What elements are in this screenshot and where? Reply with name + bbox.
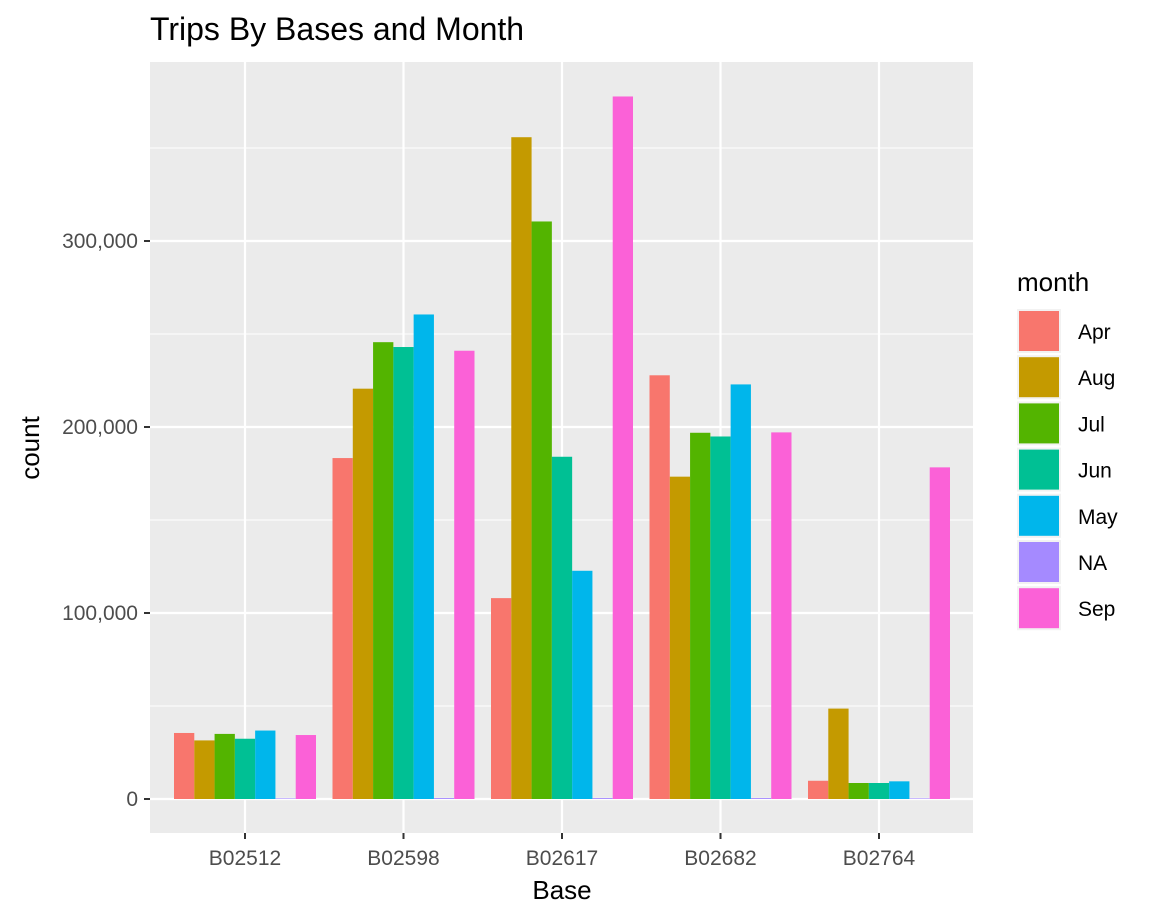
bar-b02598-sep — [454, 350, 475, 799]
bar-b02682-aug — [669, 476, 691, 799]
x-tick-label: B02682 — [684, 847, 756, 870]
legend-swatch-na — [1019, 542, 1059, 582]
legend: month Apr Aug Jul Jun May NA Sep — [1017, 267, 1118, 631]
x-tick-label: B02598 — [367, 847, 439, 870]
legend-label-aug: Aug — [1078, 367, 1115, 390]
bar-b02617-jul — [531, 221, 552, 800]
y-tick-label: 300,000 — [62, 230, 138, 253]
legend-swatch-apr — [1019, 311, 1059, 351]
bar-b02617-may — [572, 570, 593, 799]
bar-b02512-aug — [194, 740, 215, 799]
bar-b02598-may — [413, 314, 434, 799]
legend-label-jun: Jun — [1078, 460, 1112, 483]
bar-b02682-apr — [649, 375, 670, 799]
bar-b02617-aug — [511, 137, 532, 799]
bar-b02764-jun — [868, 783, 890, 799]
legend-swatch-may — [1019, 495, 1059, 536]
legend-label-jul: Jul — [1078, 413, 1105, 436]
bar-b02764-may — [889, 781, 910, 799]
bar-b02512-sep — [295, 735, 316, 799]
bar-b02598-jun — [393, 347, 414, 799]
bar-b02764-jul — [848, 783, 869, 799]
bar-b02617-na — [592, 798, 613, 799]
x-tick-label: B02764 — [843, 847, 916, 870]
bar-b02682-jul — [690, 432, 711, 799]
bar-b02764-sep — [929, 467, 950, 799]
legend-swatch-jul — [1019, 403, 1059, 444]
legend-label-sep: Sep — [1078, 598, 1115, 621]
y-axis-title: count — [15, 415, 45, 479]
bar-b02598-na — [433, 798, 455, 799]
bar-b02512-na — [275, 798, 296, 799]
y-axis: 0 100,000 200,000 300,000 — [62, 230, 150, 811]
bar-b02682-may — [730, 384, 751, 799]
x-axis: B02512 B02598 B02617 B02682 B02764 — [209, 833, 916, 870]
bar-b02764-apr — [808, 780, 829, 799]
bar-b02512-jul — [214, 733, 235, 799]
legend-label-na: NA — [1078, 552, 1107, 575]
bar-b02617-jun — [551, 456, 573, 799]
bar-b02682-jun — [710, 436, 731, 799]
bar-b02598-aug — [352, 388, 374, 799]
bar-b02764-na — [909, 798, 930, 799]
bar-b02617-sep — [612, 96, 633, 800]
bar-b02512-may — [255, 730, 276, 799]
bars — [174, 96, 950, 800]
bar-b02682-sep — [771, 432, 792, 799]
bar-b02598-apr — [332, 458, 353, 799]
legend-swatch-sep — [1019, 588, 1059, 629]
bar-b02512-apr — [174, 732, 195, 799]
legend-title: month — [1017, 267, 1089, 297]
legend-label-apr: Apr — [1078, 321, 1111, 344]
y-tick-label: 100,000 — [62, 602, 138, 625]
legend-label-may: May — [1078, 506, 1118, 529]
chart-title: Trips By Bases and Month — [150, 11, 524, 47]
y-tick-label: 0 — [126, 788, 138, 811]
bar-b02764-aug — [828, 708, 849, 799]
bar-b02598-jul — [373, 342, 394, 799]
x-tick-label: B02617 — [526, 847, 598, 870]
bar-b02682-na — [750, 798, 772, 799]
x-tick-label: B02512 — [209, 847, 281, 870]
y-tick-label: 200,000 — [62, 416, 138, 439]
legend-swatch-aug — [1019, 357, 1059, 398]
bar-b02617-apr — [491, 598, 512, 799]
x-axis-title: Base — [532, 875, 591, 905]
bar-b02512-jun — [234, 738, 256, 799]
legend-swatch-jun — [1019, 449, 1059, 490]
